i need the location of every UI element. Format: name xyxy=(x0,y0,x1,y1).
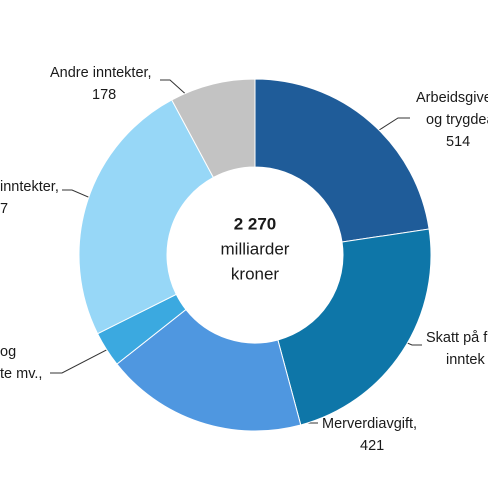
segment-label: Skatt på f xyxy=(426,330,488,346)
segment-label: te mv., xyxy=(0,366,42,382)
segment-label: inntek xyxy=(446,352,485,368)
segment-label: Arbeidsgive xyxy=(416,90,488,106)
segment-label: Merverdiavgift, xyxy=(322,416,417,432)
donut-segment xyxy=(171,78,256,179)
center-label: 2 270 xyxy=(234,214,277,233)
center-label: kroner xyxy=(231,264,280,283)
donut-segment xyxy=(254,78,430,243)
segment-label: og trygdea xyxy=(426,112,488,128)
segment-label: 178 xyxy=(92,87,116,103)
segment-label: og xyxy=(0,344,16,360)
center-label: milliarder xyxy=(221,239,290,258)
donut-segment xyxy=(78,99,215,335)
segment-label: inntekter, xyxy=(0,179,59,195)
segment-label: Andre inntekter, xyxy=(50,65,152,81)
donut-segment xyxy=(116,308,302,432)
donut-segment xyxy=(277,228,432,426)
segment-label: 7 xyxy=(0,201,8,217)
segment-label: 421 xyxy=(360,438,384,454)
segment-label: 514 xyxy=(446,134,470,150)
